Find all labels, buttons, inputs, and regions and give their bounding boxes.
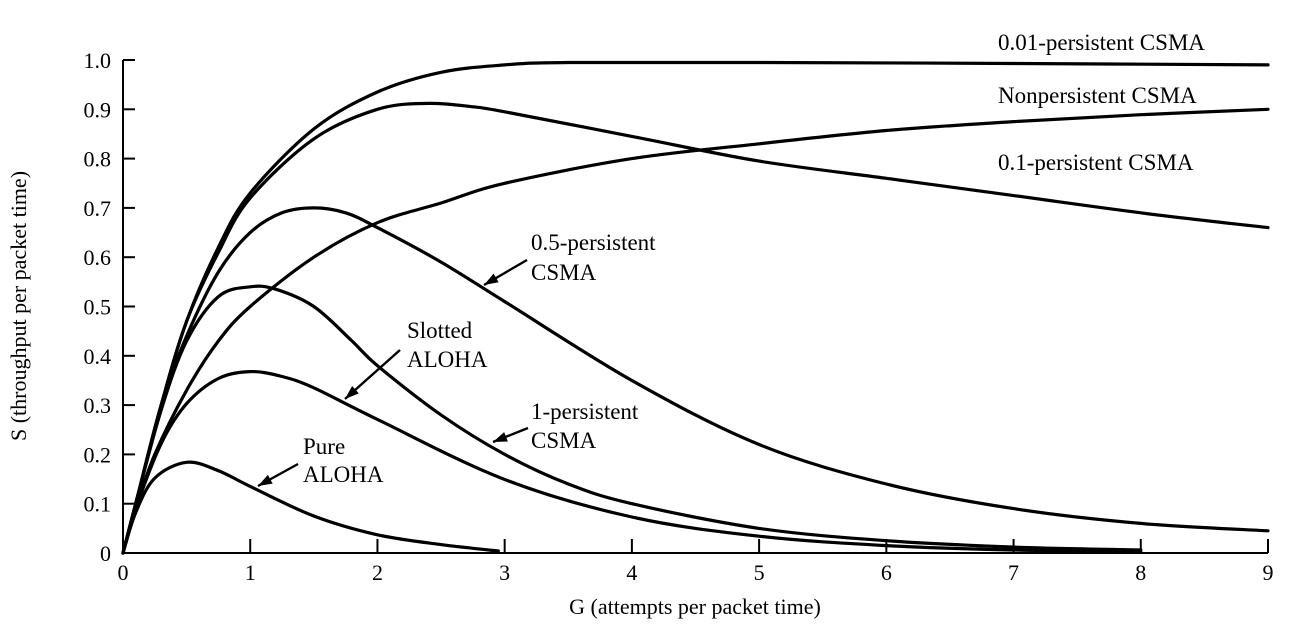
x-tick-label: 1 xyxy=(245,560,256,585)
series-label-0-5-persistent-csma: CSMA xyxy=(531,260,597,285)
x-tick-label: 4 xyxy=(626,560,637,585)
x-tick-label: 9 xyxy=(1263,560,1274,585)
series-label-1-persistent-csma: CSMA xyxy=(531,428,597,453)
y-axis-title: S (throughput per packet time) xyxy=(6,171,31,441)
y-tick-label: 0.4 xyxy=(84,344,112,369)
curve-pure-aloha xyxy=(121,460,500,555)
arrowhead-0-5-persistent-csma xyxy=(484,273,499,285)
y-tick-label: 1.0 xyxy=(84,48,112,73)
curve-nonpersistent-csma xyxy=(121,107,1270,555)
y-tick-label: 0.7 xyxy=(84,196,112,221)
y-tick-label: 0.6 xyxy=(84,245,112,270)
series-label-1-persistent-csma: 1-persistent xyxy=(531,399,639,424)
x-tick-label: 6 xyxy=(881,560,892,585)
x-tick-label: 3 xyxy=(499,560,510,585)
arrowhead-1-persistent-csma xyxy=(493,432,508,442)
curve-0-01-persistent-csma xyxy=(121,60,1270,555)
curve-1-persistent-csma xyxy=(121,284,1143,555)
annotations: Pure ALOHA Slotted ALOHA 1-persistent CSMA 0.5… xyxy=(257,30,1205,488)
curve-0-5-persistent-csma xyxy=(121,206,1270,555)
y-tick-label: 0.2 xyxy=(84,442,112,467)
series-label-0-1-persistent-csma: 0.1-persistent CSMA xyxy=(998,150,1194,175)
arrowhead-pure-aloha xyxy=(258,474,273,486)
x-axis-title: G (attempts per packet time) xyxy=(569,594,821,619)
series-label-0-5-persistent-csma: 0.5-persistent xyxy=(531,230,656,255)
series-label-0-01-persistent-csma: 0.01-persistent CSMA xyxy=(998,30,1205,55)
x-tick-label: 2 xyxy=(372,560,383,585)
y-tick-label: 0.9 xyxy=(84,97,112,122)
x-tick-label: 7 xyxy=(1008,560,1019,585)
y-tick-label: 0.5 xyxy=(84,295,112,320)
ticks: 0 1 2 3 4 5 6 7 8 9 0 0.1 0.2 0.3 0.4 0.5 0.6 0.7 0.8 0.9 1.… xyxy=(84,48,1274,585)
series-label-pure-aloha: ALOHA xyxy=(303,462,384,487)
series-label-nonpersistent-csma: Nonpersistent CSMA xyxy=(998,83,1197,108)
curve-slotted-aloha xyxy=(121,369,1143,555)
curves xyxy=(121,60,1270,555)
y-tick-label: 0.1 xyxy=(84,492,112,517)
series-label-pure-aloha: Pure xyxy=(303,434,345,459)
series-label-slotted-aloha: ALOHA xyxy=(407,347,488,372)
axes xyxy=(122,60,1268,554)
arrowhead-slotted-aloha xyxy=(345,385,359,399)
x-tick-label: 5 xyxy=(754,560,765,585)
x-tick-label: 0 xyxy=(118,560,129,585)
y-tick-label: 0.3 xyxy=(84,393,112,418)
series-label-slotted-aloha: Slotted xyxy=(407,318,473,343)
y-tick-label: 0 xyxy=(100,541,111,566)
x-tick-label: 8 xyxy=(1135,560,1146,585)
y-tick-label: 0.8 xyxy=(84,147,112,172)
